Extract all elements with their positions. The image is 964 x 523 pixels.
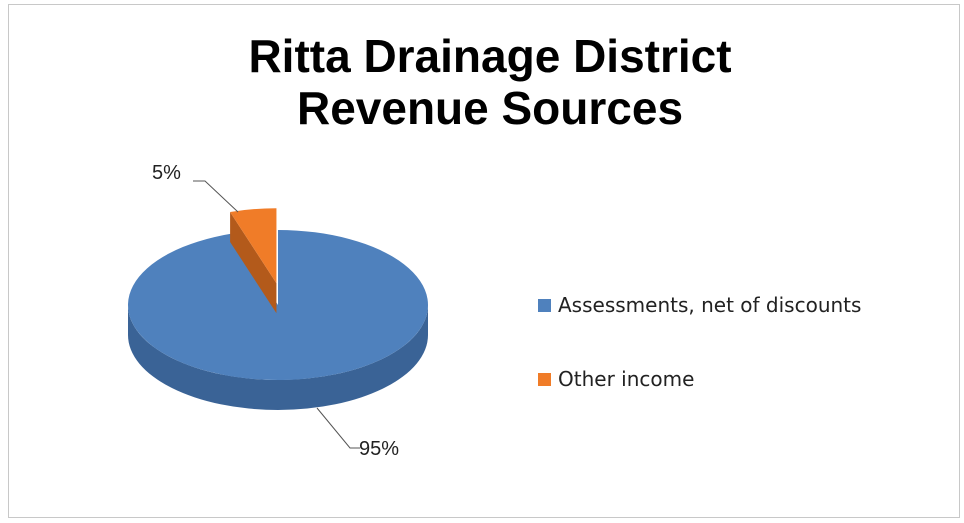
chart-title-line-1: Ritta Drainage District (248, 30, 732, 82)
legend-label-assessments: Assessments, net of discounts (558, 293, 862, 317)
legend-item-other-income: Other income (538, 364, 861, 394)
pie-slice-assessments-net-of-discounts (127, 230, 428, 410)
chart-title: Ritta Drainage District Revenue Sources (180, 30, 800, 134)
pie-cut-face-other-income-0 (230, 211, 277, 314)
pie-side-assessments-net-of-discounts (128, 305, 428, 410)
chart-title-line-2: Revenue Sources (296, 82, 684, 134)
legend-swatch-assessments (538, 299, 551, 312)
pie-slice-other-income (230, 208, 277, 314)
legend-item-assessments: Assessments, net of discounts (538, 290, 861, 320)
pie-top-assessments-net-of-discounts (127, 230, 428, 381)
data-label-other-income: 5% (152, 162, 181, 184)
leader-line-assessments-net-of-discounts (316, 407, 360, 449)
legend-label-other-income: Other income (558, 367, 695, 391)
leader-line-other-income (193, 180, 239, 213)
legend-swatch-other-income (538, 373, 551, 386)
pie-top-other-income (230, 208, 277, 284)
data-label-assessments-net-of-discounts: 95% (359, 438, 399, 460)
legend: Assessments, net of discounts Other inco… (538, 290, 861, 438)
